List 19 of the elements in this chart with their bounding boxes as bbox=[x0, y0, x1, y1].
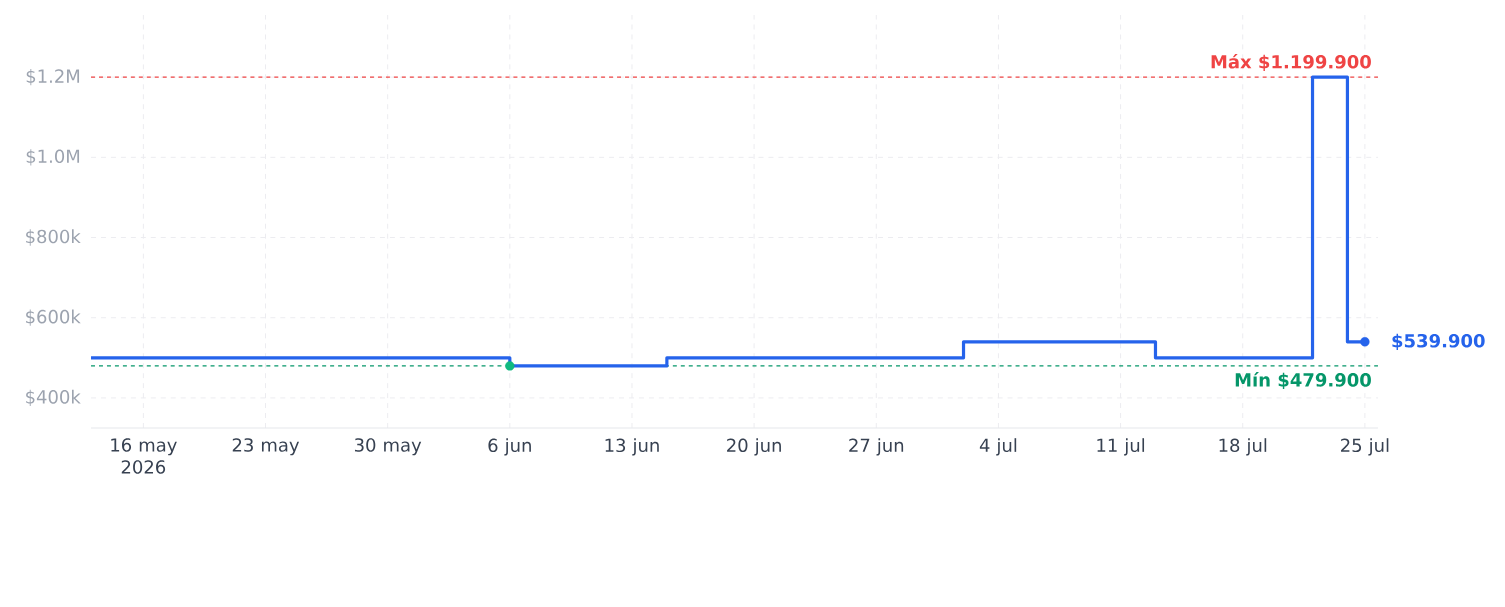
y-tick-label: $1.2M bbox=[26, 68, 80, 86]
x-tick-label: 18 jul bbox=[1219, 438, 1267, 456]
annotation: $539.900 bbox=[1392, 333, 1485, 350]
x-tick-label: 13 jun bbox=[605, 438, 659, 456]
y-tick-label: $400k bbox=[26, 389, 81, 407]
y-tick-label: $800k bbox=[26, 229, 81, 246]
y-tick-label: $1.0M bbox=[26, 149, 80, 166]
y-tick-label: $600k bbox=[26, 309, 81, 326]
x-tick-label: 6 jun bbox=[488, 438, 531, 456]
ref-line-label: Mín $479.900 bbox=[1235, 372, 1371, 390]
ref-line-label: Máx $1.199.900 bbox=[1211, 53, 1371, 71]
x-tick-label: 30 may bbox=[354, 438, 422, 456]
x-tick-label: 23 may bbox=[232, 438, 300, 456]
x-tick-label: 25 jul bbox=[1341, 438, 1389, 456]
x-tick-label: 20 jun bbox=[727, 438, 781, 456]
x-tick-label: 4 jul bbox=[979, 438, 1017, 456]
x-tick-label: 27 jun bbox=[849, 438, 904, 456]
x-tick-label: 16 may 2026 bbox=[111, 438, 177, 474]
x-tick-label: 11 jul bbox=[1097, 438, 1145, 456]
